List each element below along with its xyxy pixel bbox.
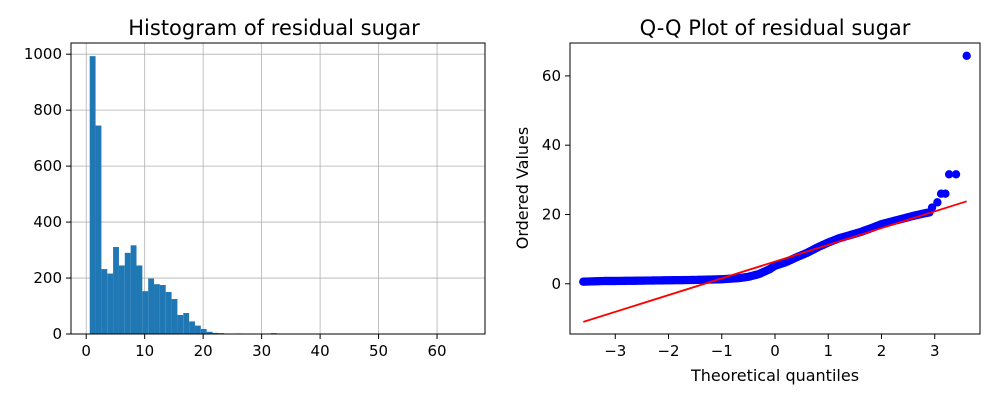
- qq-outlier-point: [941, 189, 950, 198]
- histogram-y-tick-label: 200: [33, 269, 62, 287]
- qq-x-tick-label: −1: [711, 342, 733, 360]
- histogram-x-tick-label: 60: [428, 342, 447, 360]
- qq-outlier-point: [951, 170, 961, 179]
- histogram-y-tick-label: 1000: [24, 45, 62, 63]
- histogram-bar: [136, 265, 143, 334]
- histogram-axes-frame: [70, 42, 486, 335]
- histogram-bar: [206, 331, 213, 334]
- qq-y-tick-label: 40: [542, 136, 561, 154]
- qq-x-tick-label: −3: [604, 342, 626, 360]
- histogram-title: Histogram of residual sugar: [128, 16, 420, 40]
- qq-plot-title: Q-Q Plot of residual sugar: [640, 16, 911, 40]
- histogram-bar: [171, 299, 178, 334]
- histogram-y-tick-label: 400: [33, 213, 62, 231]
- qq-plot-x-ticks: −3 −2 −1 0 1 2 3: [604, 334, 940, 360]
- histogram-x-ticks: 0 10 20 30 40 50 60: [81, 334, 447, 360]
- qq-x-tick-label: −2: [657, 342, 679, 360]
- histogram-y-tick-label: 800: [33, 101, 62, 119]
- histogram-x-tick-label: 50: [369, 342, 388, 360]
- histogram-bar: [107, 273, 114, 334]
- qq-y-tick-label: 0: [551, 275, 561, 293]
- histogram-bar: [159, 285, 166, 334]
- qq-outlier-point: [962, 51, 971, 61]
- histogram-bar: [95, 125, 102, 334]
- qq-plot-fit-line-group: [583, 200, 967, 323]
- histogram-bar: [212, 332, 219, 334]
- qq-y-tick-label: 20: [542, 205, 561, 223]
- histogram-bar: [142, 291, 149, 334]
- histogram-bar: [89, 56, 96, 334]
- qq-x-tick-label: 1: [823, 342, 833, 360]
- histogram-y-ticks: 0 200 400 600 800 1000: [24, 45, 71, 343]
- histogram-bar: [177, 314, 184, 334]
- histogram-bar: [154, 284, 160, 334]
- qq-x-tick-label: 0: [770, 342, 780, 360]
- qq-x-tick-label: 2: [877, 342, 887, 360]
- histogram-y-tick-label: 600: [33, 157, 62, 175]
- histogram-bar: [148, 278, 155, 334]
- histogram-x-tick-label: 0: [81, 342, 91, 360]
- histogram-x-tick-label: 20: [194, 342, 213, 360]
- histogram-bar: [200, 328, 207, 334]
- histogram-bar: [189, 321, 195, 334]
- histogram-x-tick-label: 40: [311, 342, 330, 360]
- qq-plot-x-axis-label: Theoretical quantiles: [690, 366, 859, 385]
- histogram-bar: [113, 246, 119, 334]
- histogram-bar: [118, 265, 125, 334]
- histogram-x-tick-label: 10: [135, 342, 154, 360]
- histogram-bar: [165, 292, 172, 334]
- histogram-bar: [101, 269, 108, 334]
- qq-x-tick-label: 3: [930, 342, 940, 360]
- histogram-bar: [124, 252, 131, 334]
- qq-plot-y-ticks: 0 20 40 60: [542, 67, 570, 293]
- qq-outlier-point: [933, 198, 942, 207]
- histogram-bar: [194, 325, 201, 334]
- histogram-x-tick-label: 30: [252, 342, 271, 360]
- histogram-panel: Histogram of residual sugar 0 10 20 30 40 50 6…: [24, 16, 486, 360]
- qq-outlier-point: [927, 203, 937, 212]
- qq-outlier-point: [944, 170, 954, 179]
- qq-plot-panel: Q-Q Plot of residual sugar −3 −2 −1 0 1 2 3 0 2…: [513, 16, 981, 385]
- histogram-bar: [130, 245, 137, 334]
- histogram-bar: [183, 313, 190, 334]
- qq-fit-line: [583, 200, 967, 323]
- qq-y-tick-label: 60: [542, 67, 561, 85]
- histogram-y-tick-label: 0: [52, 325, 62, 343]
- histogram-bars: [89, 56, 474, 335]
- qq-plot-y-axis-label: Ordered Values: [513, 127, 532, 249]
